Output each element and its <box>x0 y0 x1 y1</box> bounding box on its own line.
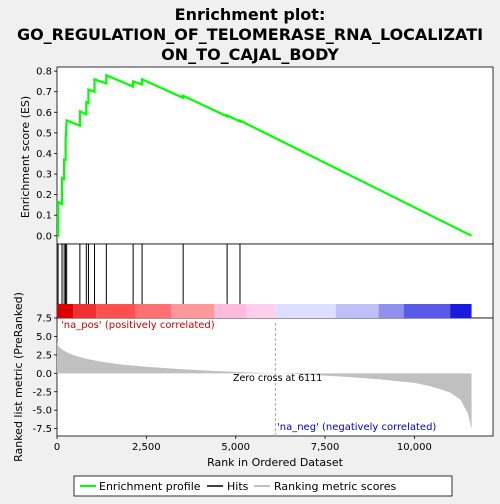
legend-metric-label: Ranking metric scores <box>274 480 396 493</box>
x-tick-label: 10,000 <box>397 442 432 453</box>
x-tick-label: 7,500 <box>311 442 340 453</box>
rank-color-segment <box>135 304 172 318</box>
x-tick-label: 5,000 <box>221 442 250 453</box>
rank-color-segment <box>246 304 276 318</box>
es-y-tick-label: 0.0 <box>36 231 52 242</box>
metric-y-tick-label: 0.0 <box>36 369 52 380</box>
es-y-tick-label: 0.1 <box>36 211 52 222</box>
x-axis-label: Rank in Ordered Dataset <box>207 456 344 469</box>
metric-y-axis-label: Ranked list metric (PreRanked) <box>12 292 25 462</box>
x-tick-label: 0 <box>54 442 60 453</box>
es-y-tick-label: 0.7 <box>36 87 52 98</box>
pos-correlated-label: 'na_pos' (positively correlated) <box>61 320 215 331</box>
metric-y-tick-label: -2.5 <box>32 387 52 398</box>
rank-color-segment <box>275 304 336 318</box>
es-panel <box>56 66 494 245</box>
legend-hits-label: Hits <box>227 480 249 493</box>
rank-color-segment <box>57 304 74 318</box>
rank-color-segment <box>73 304 97 318</box>
x-tick-label: 2,500 <box>132 442 161 453</box>
rank-color-segment <box>214 304 247 318</box>
es-y-tick-label: 0.6 <box>36 108 52 119</box>
legend-es-label: Enrichment profile <box>99 480 201 493</box>
chart-title-line3: ON_TO_CAJAL_BODY <box>161 45 339 64</box>
metric-y-tick-label: 7.5 <box>36 314 52 325</box>
chart-title-line2: GO_REGULATION_OF_TELOMERASE_RNA_LOCALIZA… <box>17 25 483 44</box>
rank-color-segment <box>403 304 451 318</box>
metric-y-tick-label: 2.5 <box>36 350 52 361</box>
neg-correlated-label: 'na_neg' (negatively correlated) <box>277 422 436 433</box>
rank-color-segment <box>335 304 379 318</box>
es-y-tick-label: 0.2 <box>36 190 52 201</box>
rank-color-segment <box>378 304 404 318</box>
rank-color-segment <box>96 304 136 318</box>
es-y-axis-label: Enrichment score (ES) <box>19 96 32 218</box>
es-profile-line <box>56 73 473 237</box>
metric-y-tick-label: 5.0 <box>36 332 52 343</box>
zero-cross-label: Zero cross at 6111 <box>233 373 322 384</box>
metric-y-tick-label: -5.0 <box>32 406 52 417</box>
rank-color-segment <box>171 304 215 318</box>
chart-title-line1: Enrichment plot: <box>175 5 326 24</box>
es-y-tick-label: 0.5 <box>36 128 52 139</box>
es-y-tick-label: 0.3 <box>36 170 52 181</box>
rank-color-segment <box>450 304 472 318</box>
es-y-tick-label: 0.4 <box>36 149 52 160</box>
es-y-tick-label: 0.8 <box>36 67 52 78</box>
metric-y-tick-label: -7.5 <box>32 424 52 435</box>
